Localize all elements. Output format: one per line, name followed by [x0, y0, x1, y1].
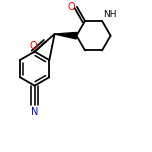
Text: O: O	[30, 41, 37, 51]
Text: O: O	[67, 2, 75, 12]
Text: N: N	[31, 107, 38, 117]
Polygon shape	[55, 32, 77, 39]
Text: NH: NH	[103, 10, 116, 19]
